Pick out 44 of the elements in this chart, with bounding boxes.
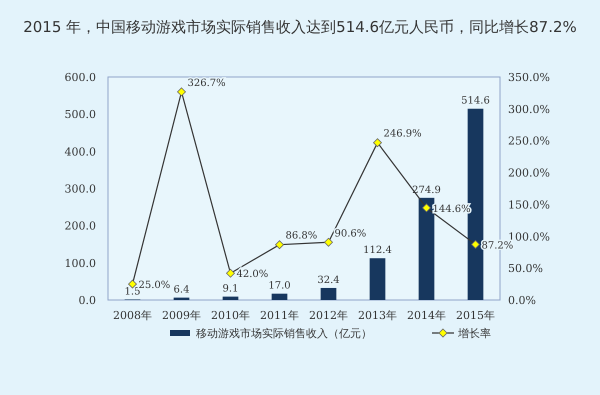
y2-tick-label: 50.0%: [508, 262, 543, 276]
x-tick-label: 2015年: [456, 309, 495, 322]
chart-title: 2015 年，中国移动游戏市场实际销售收入达到514.6亿元人民币，同比增长87.2%: [23, 18, 577, 36]
y2-tick-label: 100.0%: [508, 230, 550, 244]
x-tick-label: 2009年: [162, 309, 201, 322]
data-label: 42.0%: [236, 269, 268, 280]
data-label: 25.0%: [138, 280, 170, 292]
data-label: 6.4: [174, 284, 190, 296]
x-tick-label: 2010年: [211, 309, 250, 322]
bar: [320, 288, 336, 300]
y2-tick-label: 300.0%: [508, 102, 550, 116]
x-tick-label: 2014年: [407, 309, 446, 322]
legend-label: 移动游戏市场实际销售收入（亿元）: [196, 327, 372, 340]
y2-tick-label: 250.0%: [508, 134, 550, 148]
data-label: 514.6: [461, 96, 490, 107]
y-tick-label: 600.0: [64, 71, 96, 84]
data-label: 326.7%: [188, 78, 226, 89]
data-label: 112.4: [363, 245, 392, 256]
y2-tick-label: 0.0%: [508, 294, 536, 307]
y-tick-label: 400.0: [64, 145, 96, 158]
y2-tick-label: 150.0%: [508, 198, 550, 212]
y-tick-label: 300.0: [64, 182, 96, 196]
y-tick-label: 100.0: [64, 256, 96, 270]
data-label: 1.5: [124, 286, 140, 298]
bar: [418, 198, 434, 300]
data-label: 32.4: [317, 274, 340, 286]
data-label: 90.6%: [334, 228, 366, 240]
y-tick-label: 0.0: [78, 294, 96, 307]
data-label: 17.0: [268, 280, 291, 292]
y-tick-label: 200.0: [64, 220, 96, 233]
y-tick-label: 500.0: [64, 108, 96, 122]
bar: [370, 258, 386, 300]
x-tick-label: 2008年: [113, 309, 152, 322]
x-tick-label: 2013年: [358, 309, 397, 322]
data-label: 9.1: [222, 284, 238, 295]
y2-tick-label: 350.0%: [508, 71, 550, 84]
bar: [272, 294, 288, 300]
legend-label: 增长率: [457, 327, 491, 340]
x-tick-label: 2011年: [260, 309, 299, 322]
y2-tick-label: 200.0%: [508, 166, 550, 180]
bar: [222, 296, 238, 300]
x-tick-label: 2012年: [309, 309, 348, 322]
data-label: 86.8%: [286, 230, 318, 242]
data-label: 246.9%: [384, 128, 422, 140]
